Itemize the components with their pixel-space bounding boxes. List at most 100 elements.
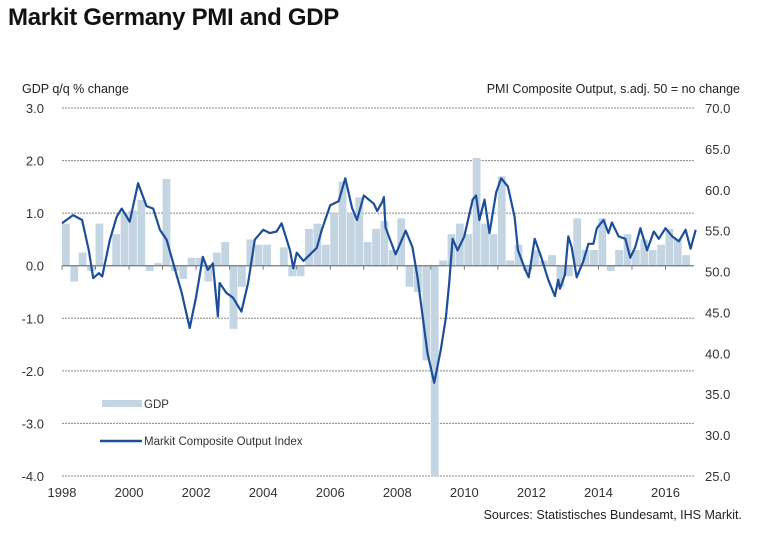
right-tick-label: 35.0: [705, 387, 730, 402]
left-tick-label: 2.0: [26, 154, 44, 169]
gridlines: [62, 107, 694, 477]
gdp-bar: [305, 228, 313, 266]
legend-gdp-swatch: [102, 400, 142, 407]
gdp-bar: [112, 234, 121, 266]
gdp-bar: [673, 239, 682, 266]
x-tick-label: 2008: [383, 485, 412, 500]
gdp-bar: [221, 242, 230, 266]
gdp-bar: [120, 213, 129, 266]
source-note: Sources: Statistisches Bundesamt, IHS Ma…: [484, 508, 742, 522]
right-tick-label: 25.0: [705, 469, 730, 484]
gdp-bar: [179, 265, 188, 279]
gdp-bar: [346, 213, 355, 266]
left-tick-label: -1.0: [22, 311, 44, 326]
gdp-bar: [212, 252, 221, 266]
gdp-bar: [288, 265, 297, 277]
gdp-bar: [145, 265, 154, 271]
gdp-bar: [648, 249, 657, 266]
gdp-bar: [70, 265, 79, 282]
gdp-bar: [590, 249, 598, 266]
gdp-bar: [380, 221, 389, 266]
gdp-bar: [137, 200, 146, 266]
gdp-bar: [523, 265, 531, 271]
gdp-bar: [246, 239, 255, 266]
left-tick-label: -2.0: [22, 364, 44, 379]
left-tick-label: -3.0: [22, 416, 44, 431]
gdp-bar: [472, 157, 481, 266]
gdp-bar: [506, 260, 515, 266]
gdp-bar: [154, 263, 162, 266]
gdp-bar: [196, 257, 204, 266]
x-tick-label: 2006: [316, 485, 345, 500]
gdp-bar: [464, 234, 473, 266]
pmi-line: [61, 177, 697, 384]
legend-gdp-label: GDP: [144, 399, 169, 411]
gdp-bar: [321, 244, 330, 266]
right-tick-label: 50.0: [705, 265, 730, 280]
gdp-bar: [489, 234, 498, 266]
gdp-bar: [372, 228, 380, 266]
gdp-bar: [263, 244, 271, 266]
gdp-bar: [363, 242, 372, 266]
gdp-bar: [422, 265, 431, 361]
left-tick-label: 3.0: [26, 101, 44, 116]
gdp-bar: [254, 244, 263, 266]
x-tick-label: 2016: [651, 485, 680, 500]
gdp-bar: [606, 265, 615, 271]
chart-title: Markit Germany PMI and GDP: [8, 4, 339, 31]
gdp-bar: [95, 223, 104, 266]
right-axis-label: PMI Composite Output, s.adj. 50 = no cha…: [487, 82, 740, 96]
gdp-bar: [581, 249, 590, 266]
gdp-bar: [338, 181, 347, 266]
gdp-bar: [497, 176, 506, 266]
right-tick-label: 30.0: [705, 428, 730, 443]
gdp-bar: [615, 249, 623, 266]
x-tick-label: 2014: [584, 485, 613, 500]
gdp-bar: [296, 265, 305, 277]
right-tick-label: 70.0: [705, 101, 730, 116]
gdp-bar: [514, 244, 523, 266]
right-axis: 70.0 65.0 60.0 55.0 50.0 45.0 40.0 35.0 30.0 25.0: [705, 101, 730, 484]
left-axis-label: GDP q/q % change: [22, 82, 129, 96]
left-tick-label: -4.0: [22, 469, 44, 484]
gdp-bar: [439, 260, 447, 266]
x-tick-label: 2004: [249, 485, 278, 500]
gdp-bar: [204, 265, 213, 282]
gdp-bar: [556, 265, 565, 287]
x-tick-label: 2010: [450, 485, 479, 500]
legend: GDP Markit Composite Output Index: [100, 399, 303, 448]
gdp-bars: [62, 157, 691, 476]
gdp-bar: [355, 197, 364, 266]
x-tick-label: 2012: [517, 485, 546, 500]
gdp-bar: [640, 239, 649, 266]
x-tick-label: 2000: [115, 485, 144, 500]
gdp-bar: [330, 213, 339, 266]
gdp-bar: [129, 210, 137, 266]
right-tick-label: 60.0: [705, 183, 730, 198]
gdp-bar: [187, 257, 196, 266]
left-axis: 3.0 2.0 1.0 0.0 -1.0 -2.0 -3.0 -4.0: [22, 101, 44, 484]
gdp-bar: [665, 228, 674, 266]
x-tick-label: 1998: [48, 485, 77, 500]
left-tick-label: 0.0: [26, 259, 44, 274]
pmi-line-group: [61, 177, 697, 384]
gdp-bar: [682, 255, 691, 266]
x-tick-label: 2002: [182, 485, 211, 500]
gdp-bar: [238, 265, 246, 287]
zero-axis: [61, 265, 694, 270]
gdp-bar: [430, 265, 439, 476]
gdp-bar: [631, 249, 640, 266]
right-tick-label: 55.0: [705, 224, 730, 239]
gdp-bar: [657, 244, 665, 266]
gdp-bar: [598, 218, 607, 266]
x-axis: 1998 2000 2002 2004 2006 2008 2010 2012 2014 2016: [48, 485, 680, 500]
gdp-bar: [405, 265, 414, 287]
gdp-bar: [573, 218, 582, 266]
left-tick-label: 1.0: [26, 206, 44, 221]
gdp-bar: [78, 252, 87, 266]
gdp-bar: [162, 178, 171, 266]
right-tick-label: 40.0: [705, 346, 730, 361]
right-tick-label: 65.0: [705, 142, 730, 157]
gdp-bar: [531, 249, 540, 266]
